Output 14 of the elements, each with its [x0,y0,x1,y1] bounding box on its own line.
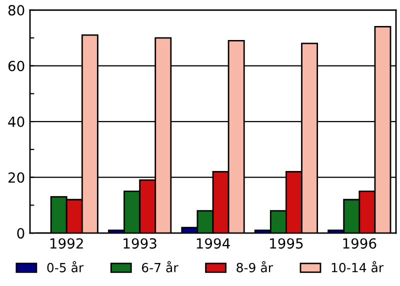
x-tick-label: 1992 [50,238,83,249]
x-tick-label: 1993 [124,238,156,249]
y-tick-label: 80 [8,4,24,16]
x-tick-label: 1995 [270,238,303,249]
y-tick-label: 20 [8,172,24,183]
y-tick-label: 0 [17,228,24,239]
y-tick-label: 40 [8,116,24,128]
x-tick-label: 1994 [196,238,230,249]
legend-label: 6-7 år [142,261,178,272]
x-tick-label: 1996 [343,238,376,249]
legend-label: 0-5 år [47,261,84,272]
legend-label: 8-9 år [236,261,273,272]
legend-label: 10-14 år [332,261,384,272]
y-tick-label: 60 [8,60,24,72]
